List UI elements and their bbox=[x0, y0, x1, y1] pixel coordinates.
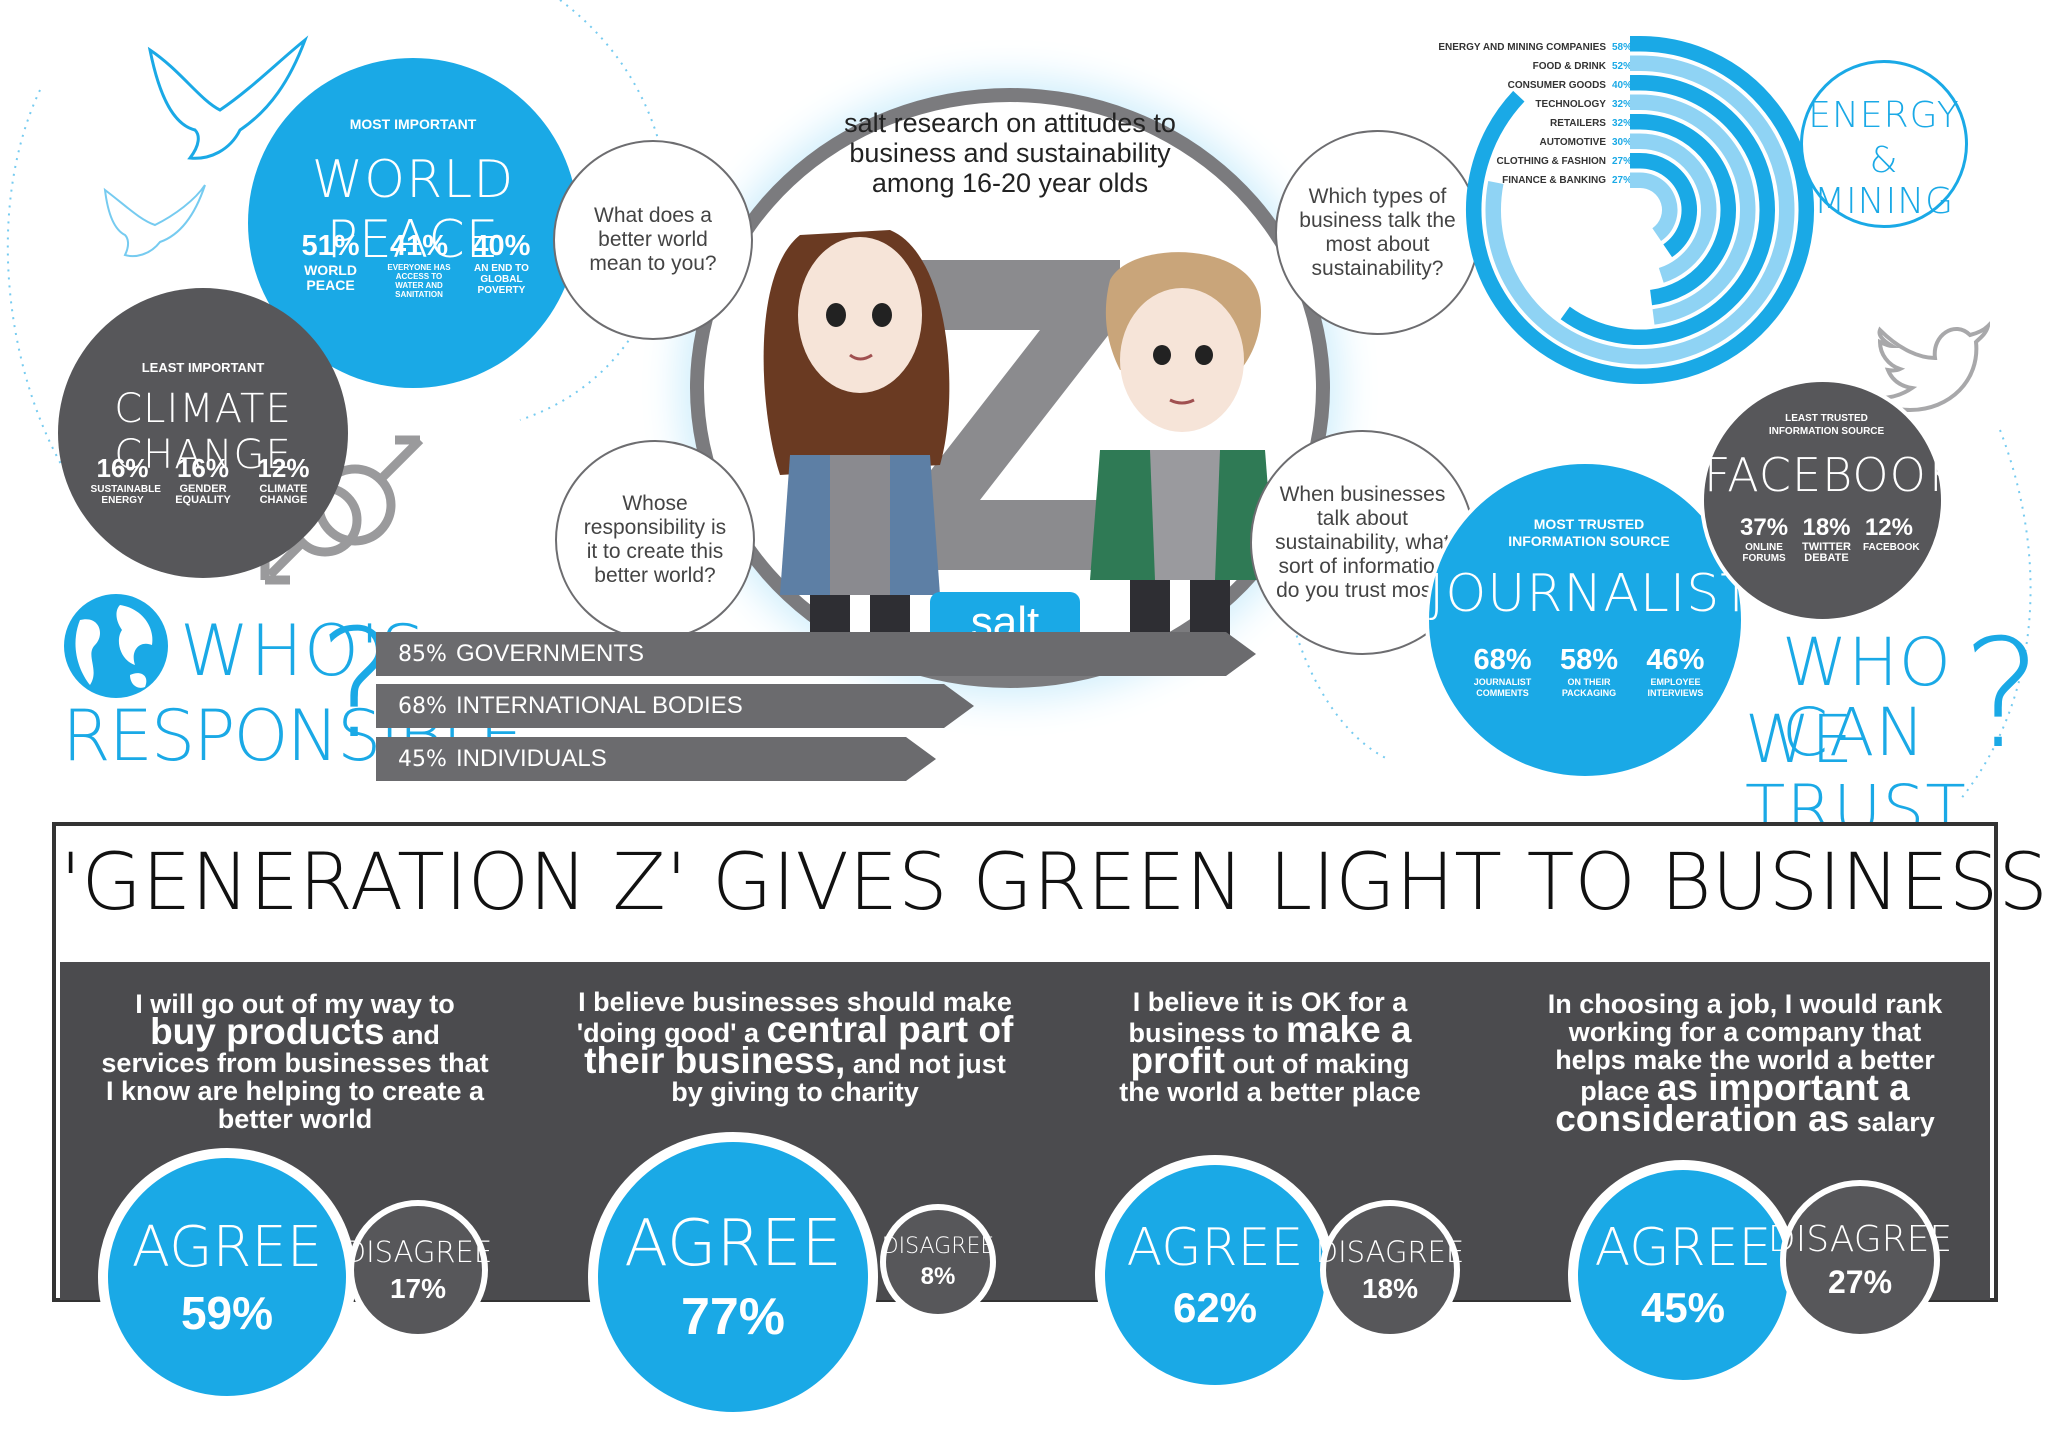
agree-value: 59% bbox=[180, 1286, 274, 1339]
most-trusted-stats: 68% JOURNALIST COMMENTS 58% ON THEIR PACKA… bbox=[1454, 644, 1724, 699]
disagree-label: DISAGREE bbox=[1767, 1219, 1953, 1260]
responsible-bar-label: INDIVIDUALS bbox=[456, 745, 607, 772]
climate-title: CLIMATE CHANGE bbox=[114, 386, 292, 478]
disagree-value: 27% bbox=[1827, 1264, 1893, 1300]
journalists-circle: MOST TRUSTED INFORMATION SOURCE JOURNALI… bbox=[1425, 460, 1786, 780]
responsible-bar-pct: 85% bbox=[398, 641, 447, 667]
sector-row: FOOD & DRINK 52% bbox=[1532, 61, 1632, 72]
claim-make-profit: I believe it is OK for a business to mak… bbox=[1119, 987, 1421, 1107]
energy-mining-title-line2: & MINING bbox=[1813, 140, 1955, 222]
who-can-we-trust-question-mark: ? bbox=[1962, 608, 2043, 782]
most-trusted-title: JOURNALISTS bbox=[1429, 564, 1788, 624]
dove-icon bbox=[147, 35, 309, 160]
disagree-circle-buy-products: DISAGREE 17% bbox=[344, 1200, 492, 1340]
sector-labels: ENERGY AND MINING COMPANIES 58% FOOD & DR… bbox=[1370, 38, 1632, 190]
sector-arc-8 bbox=[1630, 172, 1678, 242]
facebook-circle: LEAST TRUSTED INFORMATION SOURCE FACEBOO… bbox=[1700, 378, 1957, 623]
energy-mining-circle bbox=[1800, 60, 1968, 228]
stat-online-forums: 37% ONLINE FORUMS bbox=[1740, 514, 1789, 564]
claim-choosing-job: In choosing a job, I would rank working … bbox=[1547, 989, 1943, 1139]
disagree-value: 17% bbox=[389, 1273, 447, 1304]
least-trusted-stats: 37% ONLINE FORUMS 18% TWITTER DEBATE 12% FA… bbox=[1724, 514, 1929, 564]
disagree-label: DISAGREE bbox=[881, 1233, 995, 1259]
responsible-bar-pct: 68% bbox=[398, 693, 447, 719]
stat-water-sanitation: 41% EVERYONE HAS ACCESS TO WATER AND SANI… bbox=[387, 230, 451, 299]
climate-change-circle: LEAST IMPORTANT CLIMATE CHANGE 16% SUSTAI… bbox=[58, 288, 348, 578]
disagree-value: 8% bbox=[920, 1262, 956, 1290]
world-peace-kicker: MOST IMPORTANT bbox=[349, 116, 477, 132]
sector-row: RETAILERS 32% bbox=[1550, 118, 1632, 129]
agree-label: AGREE bbox=[131, 1214, 323, 1280]
sector-arc-6 bbox=[1630, 133, 1717, 283]
who-can-we-trust-line1: WHO CAN bbox=[1782, 624, 1952, 771]
sector-row: FINANCE & BANKING 27% bbox=[1502, 175, 1632, 186]
question-bubble-business-types: Which types of business talk the most ab… bbox=[1275, 130, 1480, 335]
agree-value: 62% bbox=[1172, 1284, 1258, 1331]
energy-mining-title-line1: ENERGY bbox=[1808, 95, 1960, 136]
stat-sustainable-energy: 16% SUSTAINABLE ENERGY bbox=[90, 453, 161, 506]
girl-character-illustration bbox=[763, 230, 950, 675]
disagree-circle-choosing-job: DISAGREE 27% bbox=[1768, 1180, 1952, 1340]
banner-title: 'GENERATION Z' GIVES GREEN LIGHT TO BUSI… bbox=[60, 838, 2048, 928]
stat-journalist-comments: 68% JOURNALIST COMMENTS bbox=[1473, 644, 1532, 698]
sector-row: CLOTHING & FASHION 27% bbox=[1496, 156, 1632, 167]
disagree-label: DISAGREE bbox=[343, 1235, 493, 1269]
agree-label: AGREE bbox=[1126, 1218, 1304, 1278]
sector-arc-1 bbox=[1466, 36, 1814, 384]
sector-radial-bars bbox=[1466, 36, 1814, 384]
sector-arc-7 bbox=[1630, 153, 1697, 258]
responsible-bar-international-bodies: 68% INTERNATIONAL BODIES bbox=[376, 684, 974, 728]
claim-buy-products: I will go out of my way to buy products … bbox=[101, 989, 489, 1134]
world-peace-circle: MOST IMPORTANT WORLD PEACE 51% WORLD PEAC… bbox=[248, 58, 578, 388]
sector-arc-5 bbox=[1630, 114, 1736, 306]
responsible-bar-individuals: 45% INDIVIDUALS bbox=[376, 737, 936, 781]
center-title: salt research on attitudes to business a… bbox=[844, 108, 1176, 198]
disagree-circle-make-profit: DISAGREE 18% bbox=[1316, 1200, 1464, 1340]
responsible-bar-pct: 45% bbox=[398, 746, 447, 772]
sector-row: AUTOMOTIVE 30% bbox=[1539, 137, 1633, 148]
z-letter-graphic bbox=[900, 260, 1120, 570]
most-trusted-kicker: MOST TRUSTED INFORMATION SOURCE bbox=[1508, 516, 1670, 549]
sector-arc-3 bbox=[1560, 75, 1775, 345]
agree-label: AGREE bbox=[1594, 1218, 1772, 1278]
responsible-bar-label: GOVERNMENTS bbox=[456, 640, 645, 667]
agree-value: 77% bbox=[680, 1288, 786, 1346]
sector-row: TECHNOLOGY 32% bbox=[1535, 99, 1632, 110]
stat-global-poverty: 40% AN END TO GLOBAL POVERTY bbox=[472, 230, 531, 296]
least-trusted-title: FACEBOOK bbox=[1704, 448, 1958, 502]
agree-value: 45% bbox=[1640, 1284, 1726, 1331]
sector-arc-2 bbox=[1485, 55, 1795, 365]
responsible-bar-governments: 85% GOVERNMENTS bbox=[376, 632, 1256, 676]
boy-character-illustration bbox=[1090, 252, 1275, 670]
world-peace-stats: 51% WORLD PEACE 41% EVERYONE HAS ACCESS TO… bbox=[268, 230, 558, 299]
disagree-circle-doing-good: DISAGREE 8% bbox=[880, 1204, 996, 1320]
sector-arc-4 bbox=[1630, 94, 1756, 325]
globe-icon bbox=[64, 594, 168, 698]
least-trusted-kicker: LEAST TRUSTED INFORMATION SOURCE bbox=[1768, 413, 1885, 437]
agree-circle-buy-products: AGREE 59% bbox=[98, 1148, 356, 1406]
sector-row: ENERGY AND MINING COMPANIES 58% bbox=[1438, 42, 1632, 53]
disagree-value: 18% bbox=[1361, 1273, 1419, 1304]
stat-climate-change: 12% CLIMATE CHANGE bbox=[257, 453, 310, 506]
question-bubble-responsibility: Whose responsibility is it to create thi… bbox=[555, 440, 755, 640]
question-bubble-better-world: What does a better world mean to you? bbox=[553, 140, 753, 340]
disagree-label: DISAGREE bbox=[1315, 1235, 1465, 1269]
stat-twitter-debate: 18% TWITTER DEBATE bbox=[1802, 514, 1851, 564]
stat-facebook: 12% FACEBOOK bbox=[1862, 514, 1920, 553]
stat-world-peace: 51% WORLD PEACE bbox=[301, 230, 360, 293]
agree-circle-make-profit: AGREE 62% bbox=[1095, 1155, 1335, 1395]
stat-on-packaging: 58% ON THEIR PACKAGING bbox=[1559, 644, 1619, 698]
responsible-bar-label: INTERNATIONAL BODIES bbox=[456, 692, 743, 719]
climate-kicker: LEAST IMPORTANT bbox=[141, 360, 265, 375]
dove-small-icon bbox=[103, 184, 206, 258]
stat-employee-interviews: 46% EMPLOYEE INTERVIEWS bbox=[1646, 644, 1705, 698]
sector-row: CONSUMER GOODS 40% bbox=[1507, 80, 1632, 91]
world-peace-title: WORLD PEACE bbox=[311, 150, 515, 270]
stat-gender-equality: 16% GENDER EQUALITY bbox=[175, 453, 231, 506]
agree-circle-doing-good: AGREE 77% bbox=[588, 1132, 878, 1422]
agree-label: AGREE bbox=[624, 1207, 842, 1281]
agree-circle-choosing-job: AGREE 45% bbox=[1568, 1160, 1798, 1390]
climate-stats: 16% SUSTAINABLE ENERGY 16% GENDER EQUALITY… bbox=[78, 453, 328, 506]
claim-doing-good: I believe businesses should make 'doing … bbox=[576, 987, 1014, 1107]
